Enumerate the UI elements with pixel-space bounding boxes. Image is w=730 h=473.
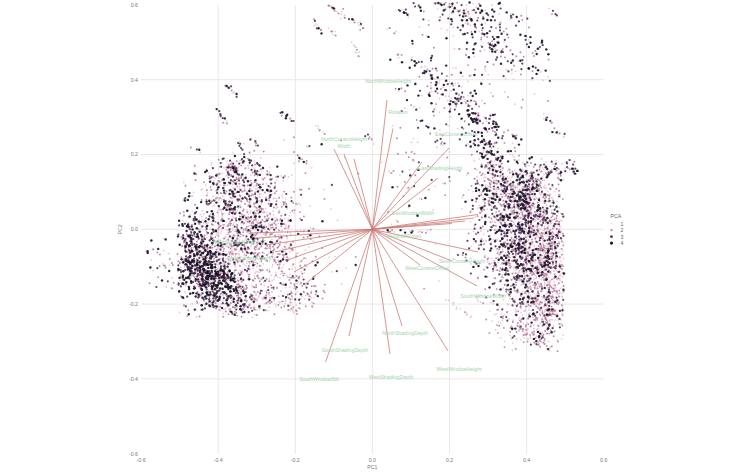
svg-text:-0.4: -0.4 [214, 457, 223, 463]
svg-text:SouthWindowWidth: SouthWindowWidth [460, 293, 505, 299]
svg-text:WestShadingDepth: WestShadingDepth [369, 374, 414, 380]
svg-text:EastShadingHeight: EastShadingHeight [418, 165, 463, 171]
svg-text:0.2: 0.2 [446, 457, 453, 463]
svg-text:-0.6: -0.6 [129, 451, 138, 457]
svg-text:0.2: 0.2 [131, 151, 138, 157]
svg-text:HeightOfRoom: HeightOfRoom [387, 233, 421, 239]
svg-text:2: 2 [621, 227, 624, 233]
svg-text:1: 1 [621, 221, 624, 227]
svg-text:0.4: 0.4 [523, 457, 530, 463]
svg-text:Width: Width [337, 143, 350, 149]
svg-text:0.0: 0.0 [131, 226, 138, 232]
svg-text:PCA: PCA [611, 213, 622, 219]
svg-text:NorthShadingDepth: NorthShadingDepth [382, 330, 428, 336]
svg-text:NorthWindowWidth: NorthWindowWidth [213, 239, 258, 245]
svg-text:WestContextHeight: WestContextHeight [227, 255, 272, 261]
svg-text:-0.2: -0.2 [129, 301, 138, 307]
svg-text:SouthContextHeight: SouthContextHeight [439, 258, 486, 264]
svg-text:SouthWindowSill: SouthWindowSill [300, 376, 339, 382]
svg-text:3: 3 [621, 234, 624, 240]
svg-text:EastContextOffset: EastContextOffset [435, 131, 478, 137]
svg-text:NorthContextHeight: NorthContextHeight [321, 136, 367, 142]
svg-text:WestWindowHeight: WestWindowHeight [436, 366, 482, 372]
svg-text:EastWindowWidth: EastWindowWidth [392, 210, 434, 216]
svg-text:-0.6: -0.6 [137, 457, 146, 463]
svg-text:4: 4 [621, 240, 624, 246]
svg-text:Rotation: Rotation [388, 109, 407, 115]
svg-text:0.6: 0.6 [600, 457, 607, 463]
svg-text:-0.2: -0.2 [291, 457, 300, 463]
svg-text:0.4: 0.4 [131, 77, 138, 83]
svg-text:PC1: PC1 [367, 464, 377, 470]
svg-text:0.6: 0.6 [131, 2, 138, 8]
svg-text:PC2: PC2 [117, 224, 123, 234]
svg-text:WestContextOffset: WestContextOffset [405, 265, 449, 271]
svg-text:SouthShadingDepth: SouthShadingDepth [322, 347, 369, 353]
svg-text:0.0: 0.0 [369, 457, 376, 463]
svg-text:NorthWindowHeight: NorthWindowHeight [365, 78, 412, 84]
svg-text:-0.4: -0.4 [129, 376, 138, 382]
